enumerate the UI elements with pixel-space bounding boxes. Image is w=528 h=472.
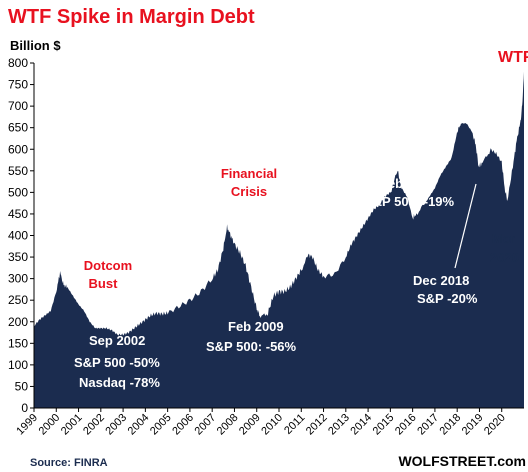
y-axis-label: Billion $ — [10, 38, 61, 53]
x-tick-label: 2010 — [259, 412, 285, 438]
y-tick-label: 50 — [15, 379, 29, 393]
annotation-text: Crisis — [231, 184, 267, 199]
y-tick-label: 150 — [8, 336, 28, 350]
y-tick-label: 500 — [8, 185, 28, 199]
annotation-text: S&P 500: -56% — [206, 339, 297, 354]
x-tick-label: 2011 — [282, 412, 307, 437]
annotation-text: S&P -20% — [417, 291, 478, 306]
annotation-text: Feb 2009 — [228, 319, 284, 334]
y-tick-label: 300 — [8, 272, 28, 286]
x-tick-label: 2016 — [393, 412, 419, 438]
x-tick-label: 2013 — [326, 412, 352, 438]
annotation-text: Bust — [89, 276, 119, 291]
y-tick-label: 250 — [8, 293, 28, 307]
x-tick-label: 2017 — [415, 412, 441, 438]
y-tick-label: 400 — [8, 229, 28, 243]
y-tick-label: 100 — [8, 358, 28, 372]
annotation-text: Dec 2018 — [413, 273, 469, 288]
x-tick-label: 2003 — [103, 412, 129, 438]
x-tick-label: 2009 — [237, 412, 263, 438]
annotation-text: WTF — [498, 49, 528, 66]
annotation-text: Dotcom — [84, 258, 132, 273]
chart-title: WTF Spike in Margin Debt — [8, 6, 255, 28]
x-tick-label: 2000 — [37, 412, 63, 438]
x-tick-label: 2008 — [215, 412, 241, 438]
area-series-0 — [34, 71, 524, 408]
annotation-text: Sep 2002 — [89, 333, 145, 348]
annotation-text: S&P 500: -19% — [364, 194, 455, 209]
y-tick-label: 750 — [8, 78, 28, 92]
x-tick-label: 2007 — [193, 412, 219, 438]
x-tick-label: 2006 — [170, 412, 196, 438]
annotation-layer: Dotcom Bust Financial Crisis WTF Sep 2002 S&P … — [74, 49, 528, 390]
x-tick-label: 2004 — [126, 412, 152, 438]
x-tick-label: 1999 — [14, 412, 40, 438]
annotation-text: 2020 — [490, 250, 519, 265]
dec-2018-pointer — [454, 183, 477, 269]
annotation-text: Mar — [492, 231, 515, 246]
y-tick-label: 650 — [8, 121, 28, 135]
y-tick-label: 600 — [8, 142, 28, 156]
x-tick-label: 2002 — [81, 412, 107, 438]
y-tick-label: 0 — [21, 401, 28, 415]
x-tick-label: 2012 — [304, 412, 330, 438]
y-tick-label: 200 — [8, 315, 28, 329]
y-tick-label: 700 — [8, 99, 28, 113]
annotation-text: S&P 500 -50% — [74, 355, 160, 370]
area-layer — [34, 71, 524, 408]
x-tick-label: 2001 — [59, 412, 85, 438]
y-tick-label: 350 — [8, 250, 28, 264]
x-tick-label: 2014 — [348, 412, 374, 438]
annotation-text: Financial — [221, 166, 277, 181]
y-tick-label: 800 — [8, 56, 28, 70]
annotation-text: Nasdaq -78% — [79, 375, 160, 390]
x-tick-label: 2015 — [371, 412, 397, 438]
y-tick-label: 450 — [8, 207, 28, 221]
source-note: Source: FINRA — [30, 457, 108, 469]
x-tick-label: 2019 — [460, 412, 486, 438]
x-tick-label: 2020 — [482, 412, 508, 438]
brand-watermark: WOLFSTREET.com — [398, 453, 526, 469]
annotation-text: Feb 2016 — [380, 176, 436, 191]
x-tick-label: 2018 — [438, 412, 464, 438]
y-tick-label: 550 — [8, 164, 28, 178]
x-tick-label: 2005 — [148, 412, 174, 438]
